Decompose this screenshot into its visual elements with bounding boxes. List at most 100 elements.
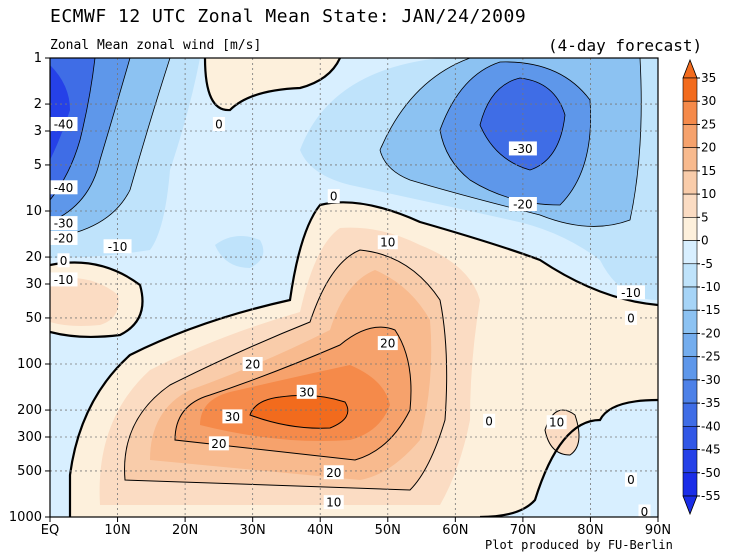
contour-label: 0 (485, 414, 493, 428)
contour-label: 0 (330, 190, 338, 204)
colorbar-label: -35 (701, 396, 721, 410)
contour-label: 20 (326, 466, 341, 480)
colorbar-swatch (682, 263, 698, 288)
contour-label: -10 (108, 240, 128, 254)
colorbar-label: 5 (701, 210, 709, 224)
colorbar-label: 35 (701, 71, 716, 85)
zero-contour-surface (479, 398, 658, 517)
contour-label: 0 (641, 505, 649, 519)
contour-label: -10 (54, 273, 74, 287)
colorbar-swatch (682, 309, 698, 334)
x-axis: EQ 10N 20N 30N 40N 50N 60N 70N 80N 90N (41, 517, 671, 538)
colorbar-swatch (682, 379, 698, 404)
colorbar-label: 25 (701, 117, 716, 131)
colorbar-swatch (682, 217, 698, 241)
contour-label-bg (483, 413, 496, 428)
colorbar-label: 10 (701, 187, 716, 201)
colorbar-label: -10 (701, 280, 721, 294)
zero-contour-main (68, 201, 658, 517)
colorbar-swatch (682, 402, 698, 427)
contour-20 (174, 326, 412, 461)
colorbar-bottom-arrow (682, 495, 698, 516)
y-tick-label: 20 (25, 250, 42, 265)
x-tick-label: 50N (375, 523, 401, 538)
y-axis: 1 2 3 5 10 20 30 50 100 200 300 500 1000 (9, 51, 50, 525)
colorbar-swatch (682, 100, 698, 125)
contour-30 (249, 394, 349, 429)
y-tick-label: 5 (34, 158, 42, 173)
contour-label: 0 (627, 311, 635, 325)
contour-label-bg (49, 116, 78, 131)
contour-fill-regions (50, 58, 658, 517)
chart-subtitle: Zonal Mean zonal wind [m/s] (50, 38, 262, 53)
contour-label-bg (508, 141, 537, 156)
y-tick-label: 500 (17, 464, 42, 479)
colorbar-swatch (682, 147, 698, 172)
contour-label-bg (323, 495, 344, 510)
colorbar-top-arrow (682, 58, 698, 79)
zero-contour-upper (203, 58, 342, 112)
contour-neg-20 (50, 58, 131, 223)
contour-label: 10 (326, 496, 341, 510)
contour-label-bg (49, 230, 78, 245)
colorbar-swatch (682, 240, 698, 265)
contour-label-bg (377, 235, 398, 250)
colorbar-swatch (682, 193, 698, 218)
contour-label-bg (49, 180, 78, 195)
contour-polar-neg-30 (479, 77, 566, 171)
region-easterly-5 (50, 65, 70, 160)
contour-label: 20 (245, 358, 260, 372)
y-tick-label: 3 (34, 124, 42, 139)
contour-label: 30 (299, 385, 314, 399)
contour-label: -10 (621, 286, 641, 300)
contour-label-bg (49, 272, 78, 287)
contour-label-bg (242, 357, 263, 371)
contour-label-bg (222, 409, 243, 424)
y-tick-label: 1000 (9, 510, 42, 525)
contour-polar-neg-10 (379, 58, 642, 227)
contour-10 (124, 249, 448, 491)
contour-label: -20 (513, 197, 533, 211)
contour-label-bg (638, 504, 651, 519)
x-tick-label: 40N (307, 523, 333, 538)
contour-label-bg (212, 116, 225, 131)
x-tick-label: 20N (172, 523, 198, 538)
credit-label: Plot produced by FU-Berlin (485, 538, 673, 552)
colorbar-label: 0 (701, 234, 709, 248)
region-tropical-cell-inner (50, 277, 119, 326)
contour-label-bg (616, 285, 645, 300)
zero-contour-tropical (50, 261, 144, 338)
x-tick-label: 70N (510, 523, 536, 538)
contour-label-bg (208, 436, 229, 451)
y-tick-label: 10 (25, 204, 42, 219)
contour-polar-10 (544, 409, 580, 456)
colorbar-label: 15 (701, 164, 716, 178)
y-tick-label: 200 (17, 403, 42, 418)
x-tick-label: 60N (442, 523, 468, 538)
contour-label-bg (323, 465, 344, 480)
contour-label-bg (546, 415, 567, 430)
colorbar-swatch (682, 426, 698, 450)
contour-label: 30 (225, 410, 240, 424)
x-tick-label: 90N (645, 523, 671, 538)
contour-label: 0 (60, 254, 68, 268)
y-tick-label: 30 (25, 277, 42, 292)
colorbar-label: -30 (701, 373, 721, 387)
region-upper-positive (205, 58, 340, 111)
colorbar-swatch (682, 356, 698, 381)
colorbar-label: -45 (701, 443, 721, 457)
contour-label: 0 (215, 117, 223, 131)
colorbar-swatch (682, 124, 698, 148)
x-tick-label: EQ (41, 523, 59, 538)
x-tick-label: 80N (577, 523, 603, 538)
x-tick-label: 30N (240, 523, 266, 538)
chart-title: ECMWF 12 UTC Zonal Mean State: JAN/24/20… (50, 6, 527, 27)
colorbar-label: -40 (701, 419, 721, 433)
contour-neg-10 (50, 58, 171, 239)
colorbar-swatch (682, 170, 698, 195)
contour-lines (50, 58, 658, 517)
contour-label: 10 (549, 416, 564, 430)
contour-label: 20 (380, 337, 395, 351)
